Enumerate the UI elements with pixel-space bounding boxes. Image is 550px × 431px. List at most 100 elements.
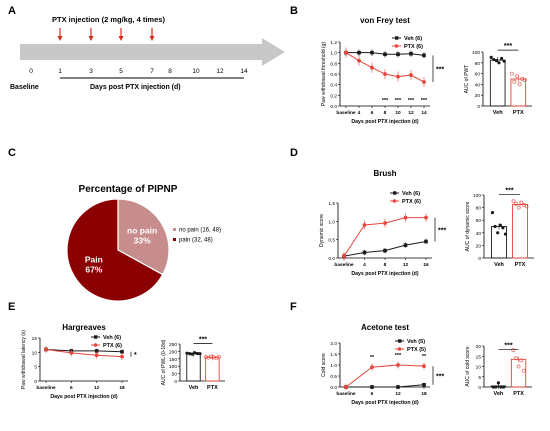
significance-mark: ***	[438, 228, 446, 235]
timeline-tick-label: 7	[150, 68, 154, 75]
x-tick-label: 4	[363, 262, 366, 268]
data-point-veh	[500, 56, 504, 61]
bar-ptx	[510, 358, 527, 388]
chart-vonfrey_auc: 0 20 40 60 80 100 AUC of PWT Veh PTX ***	[464, 43, 532, 116]
significance-mark: ***	[395, 98, 402, 104]
legend-marker	[173, 238, 176, 241]
legend-label: Veh (6)	[402, 191, 420, 197]
x-tick-label: 10	[395, 110, 401, 116]
significance-mark: ***	[436, 67, 444, 74]
data-point-ptx	[342, 254, 346, 259]
data-point-veh	[409, 51, 413, 56]
panel-letter-D: D	[290, 147, 298, 159]
y-tick-label: 20	[476, 243, 482, 249]
data-point-ptx	[515, 74, 519, 79]
data-point-ptx	[396, 74, 400, 79]
pie-pct-no-pain: 33%	[134, 236, 151, 246]
timeline-tick-label: 0	[29, 68, 33, 75]
data-point-veh	[120, 349, 124, 354]
data-point-ptx	[511, 348, 516, 353]
legend-label: no pain (16, 48)	[179, 228, 221, 234]
x-tick-label: 6	[371, 391, 374, 397]
y-tick-label: 0.0	[330, 385, 337, 391]
data-point-ptx	[216, 354, 221, 359]
data-point-ptx	[362, 223, 367, 227]
data-point-ptx	[424, 215, 428, 220]
x-axis-label: Days post PTX injection (d)	[351, 271, 418, 277]
data-point-ptx	[94, 353, 99, 358]
legend-marker	[398, 339, 402, 343]
data-point-veh	[501, 226, 505, 230]
data-point-ptx	[517, 82, 522, 87]
x-axis-label: Days post PTX injection (d)	[351, 400, 418, 406]
bar-veh	[489, 59, 506, 107]
legend-marker	[94, 335, 98, 339]
data-point-veh	[496, 381, 500, 385]
data-point-ptx	[357, 58, 361, 63]
data-point-veh	[422, 53, 426, 58]
significance-mark: ***	[408, 98, 415, 104]
data-point-ptx	[509, 71, 514, 76]
legend-label: PTX (5)	[407, 347, 426, 353]
data-point-ptx	[514, 356, 518, 361]
legend-label: Veh (6)	[103, 335, 121, 341]
data-point-veh	[370, 50, 374, 55]
timeline-tick-label: 12	[216, 68, 224, 75]
data-point-veh	[188, 352, 192, 356]
legend-label: Veh (5)	[407, 339, 425, 345]
series-line-ptx	[45, 348, 123, 358]
injection-arrow-head	[118, 36, 124, 41]
legend-marker	[173, 228, 176, 231]
y-tick-label: 40	[475, 82, 481, 88]
x-tick-label: Veh	[494, 391, 504, 397]
x-tick-label: 14	[421, 110, 427, 116]
chart-title: Percentage of PIPNP	[79, 184, 178, 195]
chart-title: von Frey test	[360, 16, 410, 25]
bar-ptx	[512, 203, 528, 259]
data-point-veh	[496, 231, 500, 235]
y-tick-label: 15	[32, 336, 38, 342]
y-tick-label: 0.0	[328, 256, 335, 262]
y-tick-label: 200	[169, 349, 177, 355]
significance-mark: ***	[395, 353, 402, 359]
data-point-ptx	[514, 201, 519, 206]
x-tick-label: Veh	[189, 385, 199, 391]
significance-mark: **	[422, 354, 427, 360]
y-tick-label: 100	[169, 364, 177, 370]
significance-mark: ***	[436, 373, 444, 380]
y-axis-label: Paw withdrawal threshold (g)	[321, 42, 327, 107]
y-tick-label: 10	[476, 365, 482, 371]
data-point-veh	[502, 385, 506, 389]
y-tick-label: 0	[477, 104, 480, 110]
timeline-tick-label: 1	[58, 68, 62, 75]
x-tick-label: baseline	[36, 385, 56, 391]
y-tick-label: 1.5	[330, 352, 337, 358]
x-tick-label: 8	[384, 110, 387, 116]
legend-marker	[93, 343, 98, 347]
chart-vonfrey: von Frey test 0.0 0.2 0.4 0.6 0.8 1.0 1.2 baseli…	[321, 16, 444, 125]
significance-mark: ***	[199, 337, 207, 344]
series-line-veh	[45, 348, 123, 353]
data-point-ptx	[396, 363, 400, 367]
data-point-veh	[503, 232, 508, 236]
y-tick-label: 20	[475, 93, 481, 99]
y-tick-label: 0	[174, 379, 177, 385]
bar-veh	[186, 353, 201, 382]
x-tick-label: baseline	[334, 262, 354, 268]
y-tick-label: 150	[169, 357, 177, 363]
baseline-label: Baseline	[10, 84, 39, 91]
data-point-veh	[370, 385, 374, 389]
x-tick-label: PTX	[515, 262, 526, 268]
chart-acetone: Acetone test 0.0 0.5 1.0 1.5 2.0 baseline 6 12 18…	[321, 323, 444, 406]
timeline-tick-label: 3	[89, 68, 93, 75]
data-point-veh	[493, 224, 497, 229]
legend-marker	[392, 199, 397, 203]
data-point-veh	[497, 61, 501, 65]
data-point-ptx	[211, 355, 216, 360]
data-point-ptx	[403, 215, 408, 220]
legend-label: PTX (6)	[402, 199, 421, 205]
bar-ptx	[205, 356, 220, 382]
panel-letter-F: F	[290, 301, 297, 313]
chart-acetone_auc: 0 5 10 15 20 AUC of cold score Veh PTX ***	[465, 342, 532, 397]
